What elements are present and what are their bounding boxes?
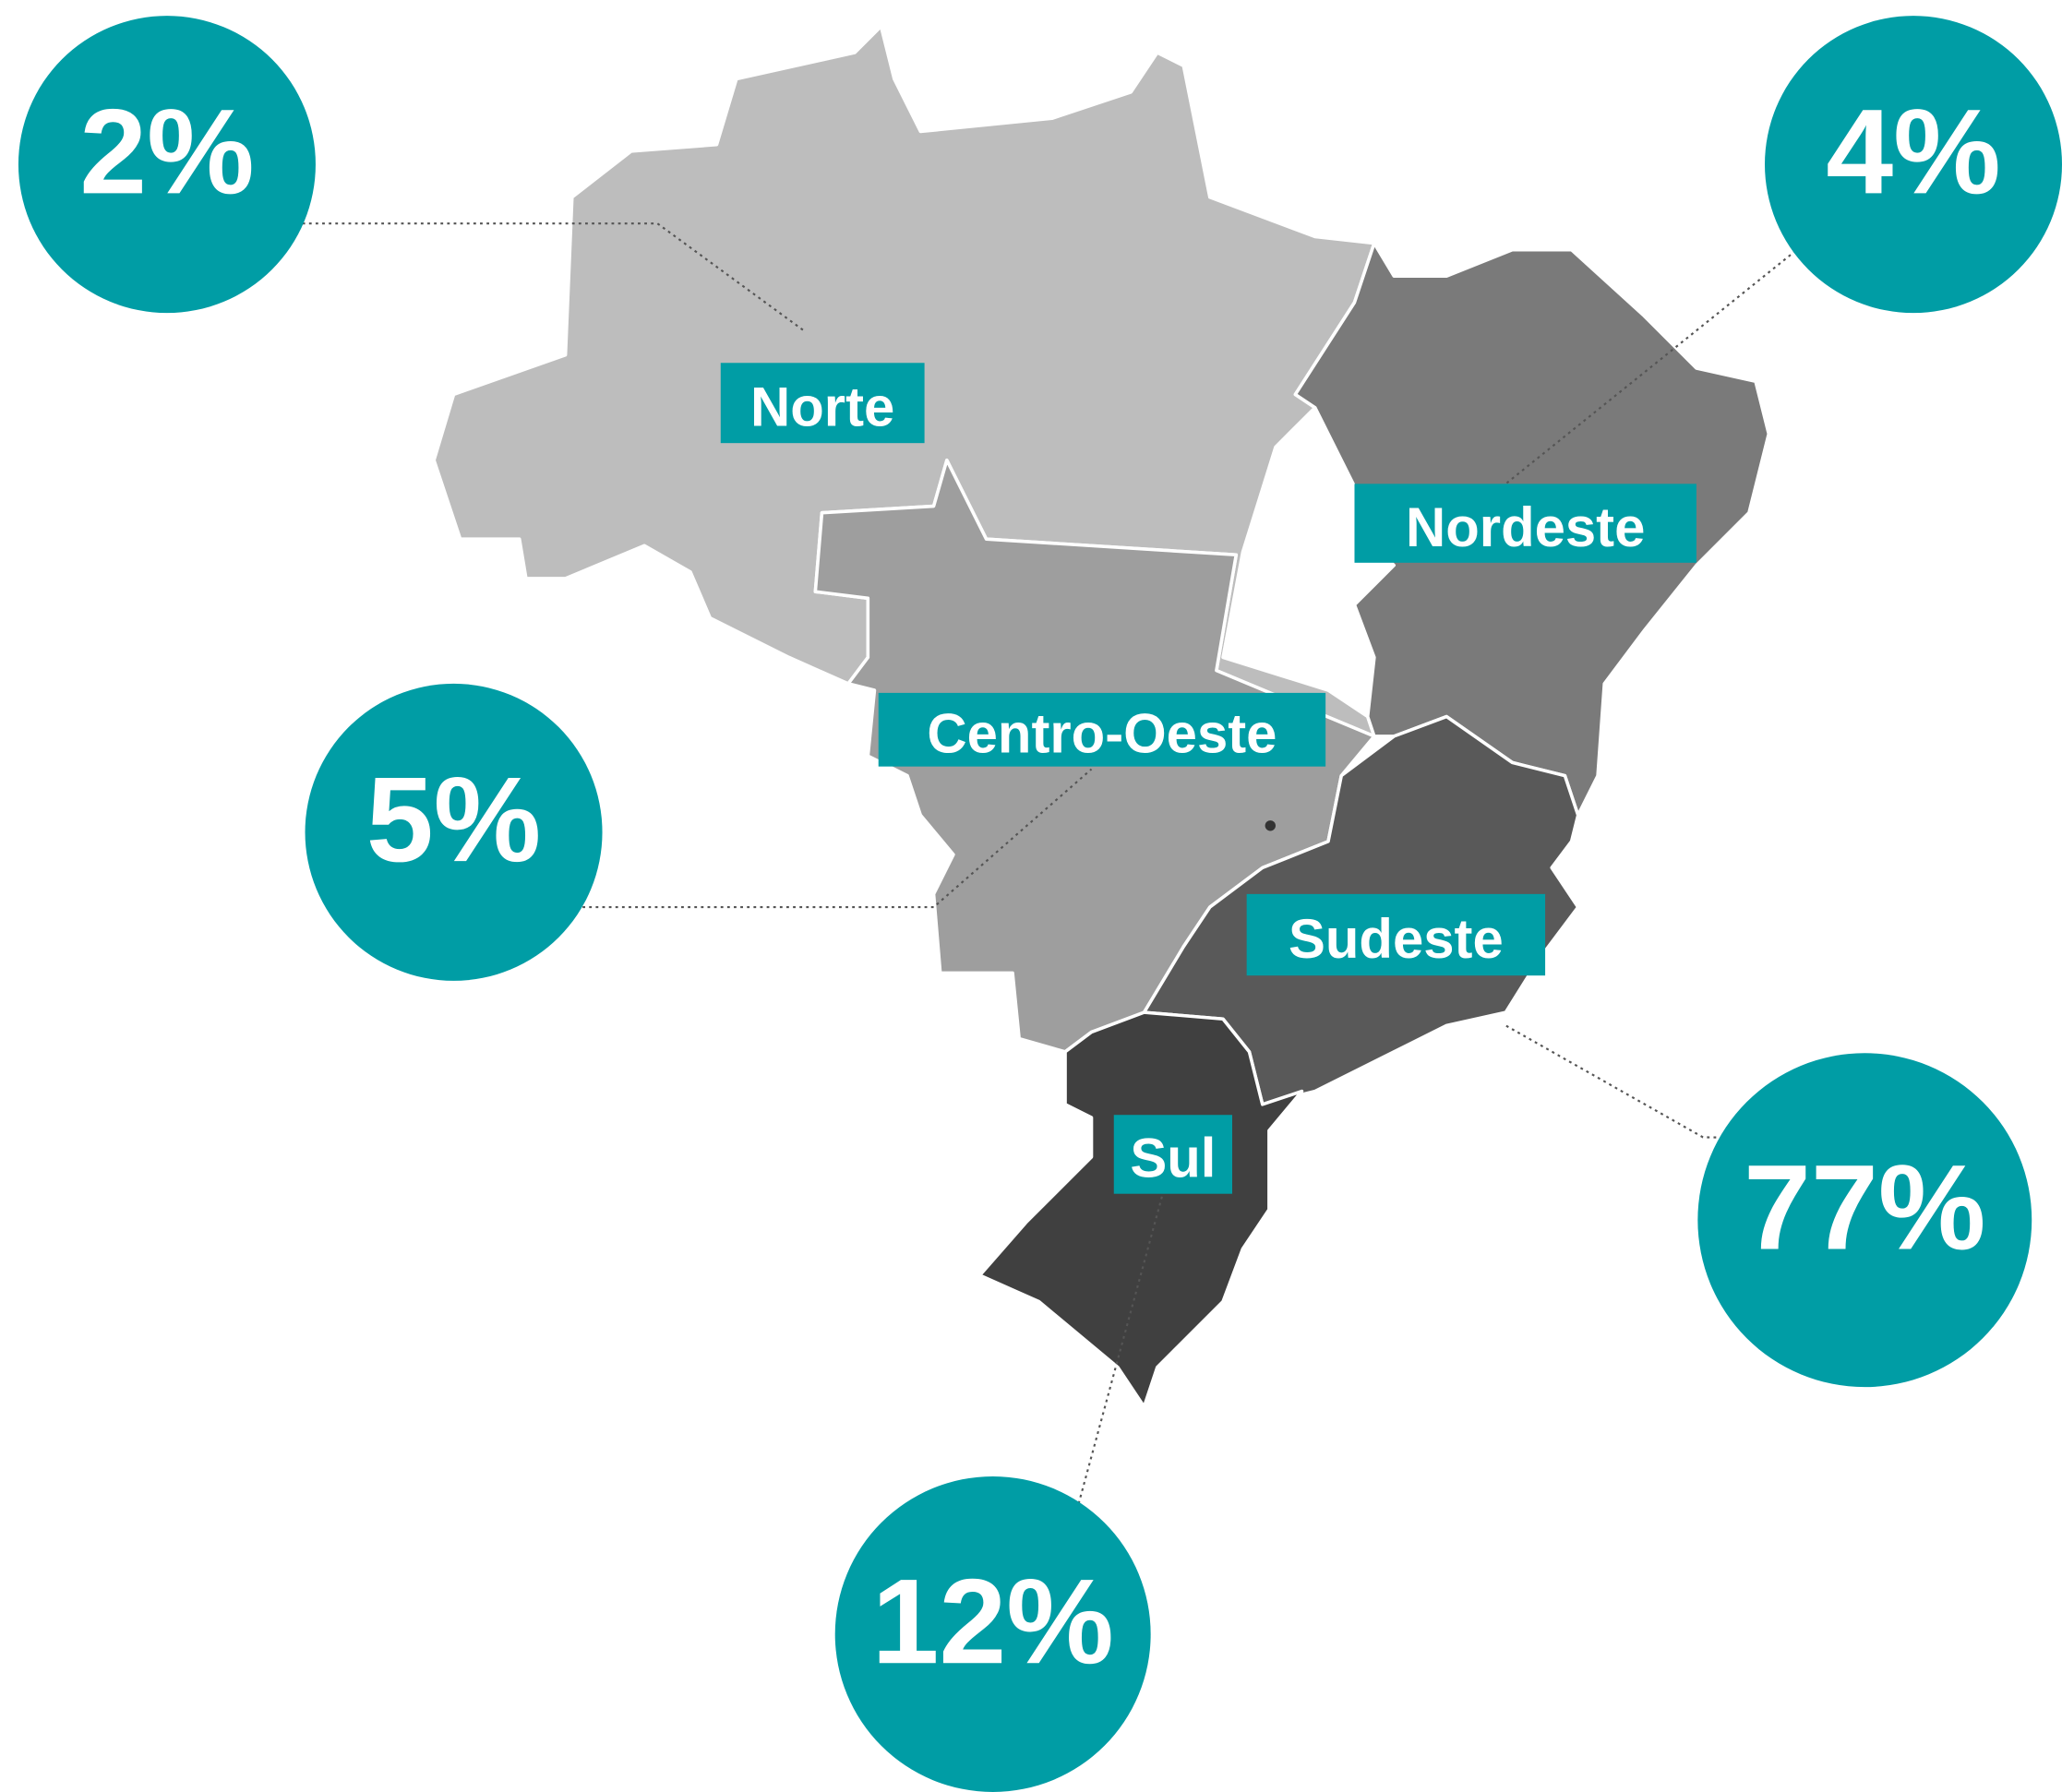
percent-label: 5% (366, 751, 541, 887)
region-label: Centro-Oeste (927, 703, 1277, 765)
region-label: Sul (1130, 1128, 1216, 1189)
region-label-box (1354, 484, 1696, 563)
region-label-box (878, 692, 1326, 767)
region-label-box (720, 363, 925, 444)
percent-label: 77% (1744, 1139, 1985, 1274)
percent-circle (18, 16, 316, 314)
percent-circle (1765, 16, 2062, 314)
leader-line (352, 768, 1093, 909)
region-label: Norte (750, 376, 894, 437)
percent-label: 2% (79, 83, 254, 219)
region-label: Sudeste (1289, 908, 1504, 970)
region-label-box (1113, 1115, 1232, 1194)
percent-label: 4% (1826, 83, 2000, 219)
region-sul-shape (977, 1010, 1304, 1409)
percent-circle (305, 683, 603, 981)
callouts: 2% Norte 4% Nordeste 5% Centro-Oeste 77% Sudest… (18, 16, 2062, 1792)
percent-label: 12% (872, 1553, 1114, 1689)
region-label: Nordeste (1406, 496, 1645, 558)
percent-circle (1697, 1053, 2032, 1388)
capital-dot (1265, 820, 1277, 831)
region-label-box (1246, 893, 1546, 976)
percent-circle (834, 1476, 1151, 1792)
